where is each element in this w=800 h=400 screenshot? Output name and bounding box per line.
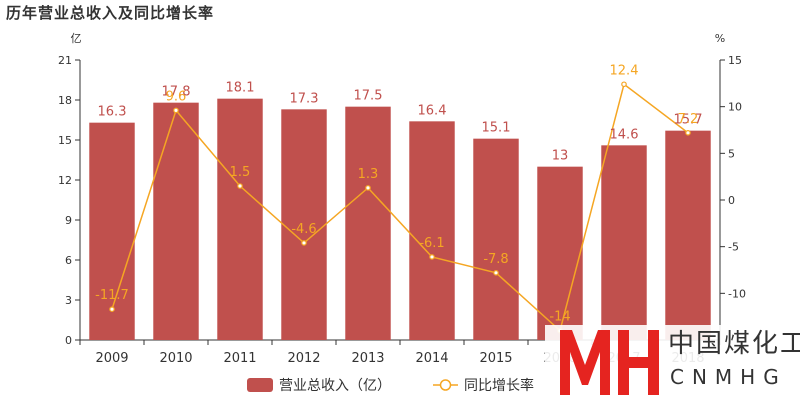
bar-series — [89, 98, 711, 341]
line-value-label: 1.5 — [230, 165, 251, 180]
line-point — [685, 130, 691, 136]
chart-title: 历年营业总收入及同比增长率 — [6, 4, 215, 22]
legend-bar-label: 营业总收入（亿） — [279, 378, 391, 394]
bar — [409, 121, 455, 340]
watermark-logo: 中国煤化工 CNMHG — [545, 325, 800, 400]
line-point — [301, 240, 307, 246]
bar-value-label: 17.3 — [290, 91, 319, 106]
bar-value-label: 16.4 — [418, 103, 447, 118]
line-value-label: -4.6 — [291, 222, 316, 237]
line-value-label: -14 — [549, 310, 570, 325]
right-tick-label: 5 — [728, 147, 735, 160]
line-point — [109, 306, 115, 313]
x-tick-label: 2010 — [159, 351, 192, 366]
left-tick-label: 3 — [65, 294, 72, 307]
bar — [601, 145, 647, 340]
bar — [345, 106, 391, 341]
bar-value-label: 14.6 — [610, 127, 639, 142]
bar-value-label: 15.7 — [674, 113, 703, 128]
line-value-label: 7.2 — [678, 112, 699, 127]
left-tick-label: 9 — [65, 214, 72, 227]
x-tick-label: 2009 — [95, 351, 128, 366]
line-point — [173, 107, 179, 114]
bar-value-label: 16.3 — [98, 105, 127, 120]
watermark-text-cn: 中国煤化工 — [668, 329, 800, 359]
x-tick-label: 2012 — [287, 351, 320, 366]
legend: 营业总收入（亿） 同比增长率 — [247, 377, 534, 394]
legend-line-marker — [439, 379, 452, 391]
bar — [89, 122, 135, 341]
left-tick-label: 6 — [65, 254, 72, 267]
legend-bar-swatch — [247, 378, 273, 392]
left-tick-label: 0 — [65, 334, 72, 347]
bar — [217, 98, 263, 341]
line-value-label: -6.1 — [419, 236, 444, 251]
right-tick-label: 10 — [728, 101, 742, 114]
x-tick-label: 2015 — [479, 351, 512, 366]
left-tick-label: 15 — [58, 134, 72, 147]
right-tick-label: -5 — [728, 241, 739, 254]
line-series — [109, 81, 691, 334]
right-axis-unit: % — [715, 32, 725, 45]
left-axis-unit: 亿 — [71, 32, 82, 45]
bar — [153, 102, 199, 341]
data-labels: 16.3 17.8 18.1 17.3 17.5 16.4 15.1 13 14.6 15.7 -1… — [95, 63, 702, 324]
bar — [665, 130, 711, 340]
legend-line-label: 同比增长率 — [464, 377, 534, 394]
bar — [537, 166, 583, 340]
bar — [473, 138, 519, 340]
right-tick-label: 15 — [728, 54, 742, 67]
bar-value-label: 17.5 — [354, 89, 383, 104]
line-point — [493, 269, 499, 276]
line-value-label: 1.3 — [358, 167, 379, 182]
left-tick-label: 21 — [58, 54, 72, 67]
x-tick-label: 2011 — [223, 351, 256, 366]
bar-value-label: 15.1 — [482, 121, 511, 136]
line-point — [621, 81, 627, 88]
bar — [281, 109, 327, 340]
line-value-label: -11.7 — [95, 288, 129, 303]
line-point — [365, 185, 371, 191]
x-tick-label: 2013 — [351, 351, 384, 366]
left-tick-label: 18 — [58, 94, 72, 107]
line-value-label: 12.4 — [610, 63, 639, 78]
right-tick-label: -10 — [728, 287, 746, 300]
right-tick-label: 0 — [728, 194, 735, 207]
line-point — [429, 254, 435, 260]
logo-m-shape — [560, 330, 610, 395]
left-tick-label: 12 — [58, 174, 72, 187]
x-tick-label: 2014 — [415, 351, 448, 366]
growth-line — [111, 82, 689, 333]
line-point — [237, 183, 243, 189]
bar-value-label: 18.1 — [226, 81, 255, 96]
bar-value-label: 13 — [552, 149, 569, 164]
bar-value-label: 17.8 — [162, 85, 191, 100]
watermark-text-en: CNMHG — [670, 365, 787, 389]
logo-h-shape — [618, 330, 659, 395]
line-value-label: -7.8 — [483, 252, 508, 267]
line-value-label: 9.6 — [166, 89, 187, 104]
